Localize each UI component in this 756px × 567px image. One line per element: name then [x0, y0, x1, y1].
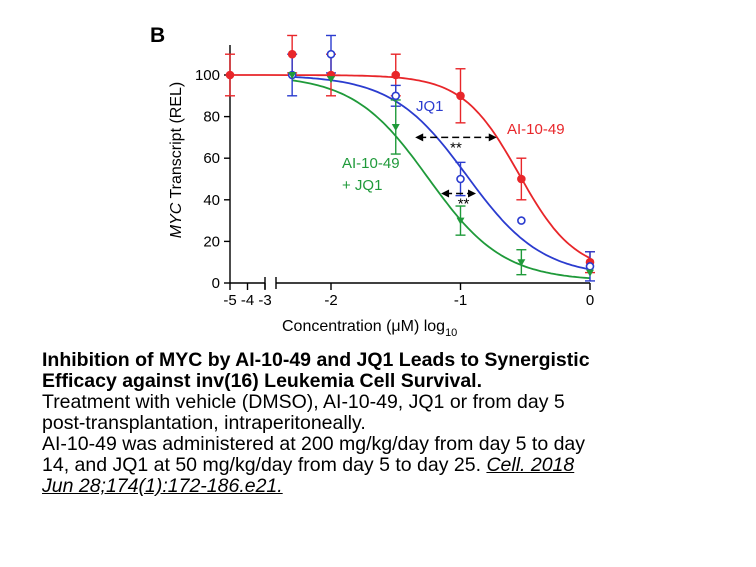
data-point-ai-10-49 — [287, 49, 297, 59]
figure-caption: Inhibition of MYC by AI-10-49 and JQ1 Le… — [42, 350, 742, 497]
citation-link-part2[interactable]: Jun 28;174(1):172-186.e21. — [42, 475, 283, 497]
data-point-ai-10-49-jq1 — [586, 269, 594, 277]
series-label-ai-10-49: AI-10-49 — [507, 121, 565, 138]
data-point-ai-10-49-jq1 — [456, 217, 465, 225]
y-tick-label: 0 — [212, 275, 220, 292]
data-point-jq1 — [585, 262, 595, 271]
axes: 0 20 40 60 80 100 -5 -4 -3 -2 -1 0 — [195, 45, 594, 309]
significance-label: ** — [458, 196, 470, 213]
caption-line4-text: 14, and JQ1 at 50 mg/kg/day from day 5 t… — [42, 454, 487, 476]
error-bars — [225, 34, 595, 282]
y-tick-label: 80 — [203, 109, 220, 126]
x-tick-label: 0 — [586, 292, 594, 309]
data-point-ai-10-49 — [456, 91, 465, 101]
data-point-jq1 — [391, 91, 401, 101]
y-axis-label: MYC Transcript (REL) — [168, 82, 185, 238]
data-point-jq1 — [517, 216, 526, 225]
dose-response-chart: B 0 20 40 60 80 100 -5 -4 -3 -2 -1 0 ** ** MYC Trans… — [150, 24, 595, 339]
y-tick-label: 60 — [203, 150, 220, 167]
x-tick-label: -5 — [223, 292, 236, 309]
data-markers — [225, 49, 595, 277]
citation-link-part1[interactable]: Cell. 2018 — [486, 454, 575, 476]
annotation-arrowhead — [441, 189, 450, 198]
annotation-arrowhead — [415, 133, 424, 142]
series-label-combo-line1: AI-10-49 — [342, 155, 400, 172]
x-tick-label: -2 — [324, 292, 337, 309]
significance-label: ** — [450, 139, 462, 156]
fit-curve-ai-10-49 — [230, 74, 591, 259]
caption-title-line2: Efficacy against inv(16) Leukemia Cell S… — [42, 370, 483, 392]
x-tick-label: -4 — [241, 292, 254, 309]
data-point-ai-10-49 — [391, 70, 401, 80]
x-axis-label: Concentration (μM) log10 — [282, 318, 457, 339]
fit-curve-jq1 — [292, 76, 591, 271]
x-tick-label: -3 — [258, 292, 271, 309]
caption-line4: 14, and JQ1 at 50 mg/kg/day from day 5 t… — [42, 455, 742, 476]
panel-label: B — [150, 24, 165, 47]
x-tick-label: -1 — [454, 292, 467, 309]
fitted-curves — [230, 74, 591, 280]
caption-line2: post-transplantation, intraperitoneally. — [42, 412, 366, 434]
caption-line3: AI-10-49 was administered at 200 mg/kg/d… — [42, 433, 586, 455]
data-point-ai-10-49 — [517, 174, 526, 184]
data-point-ai-10-49-jq1 — [327, 76, 335, 84]
data-point-ai-10-49-jq1 — [517, 259, 526, 267]
y-tick-label: 40 — [203, 192, 220, 209]
fit-curve-ai-10-49-jq1 — [292, 79, 591, 280]
y-tick-label: 100 — [195, 67, 220, 84]
caption-title-line1: Inhibition of MYC by AI-10-49 and JQ1 Le… — [42, 349, 590, 371]
annotation-arrowhead — [488, 133, 497, 142]
data-point-jq1 — [326, 49, 336, 59]
data-point-ai-10-49-jq1 — [391, 124, 400, 131]
y-tick-label: 20 — [203, 233, 220, 250]
data-point-ai-10-49-jq1 — [288, 72, 297, 79]
annotation-arrowhead — [468, 189, 477, 198]
annotations: ** ** — [415, 133, 497, 213]
data-point-ai-10-49 — [225, 70, 235, 80]
caption-line1: Treatment with vehicle (DMSO), AI-10-49,… — [42, 391, 565, 413]
series-label-combo-line2: + JQ1 — [342, 177, 382, 194]
series-label-jq1: JQ1 — [416, 98, 444, 115]
caption-line5: Jun 28;174(1):172-186.e21. — [42, 476, 742, 497]
data-point-jq1 — [456, 174, 465, 184]
